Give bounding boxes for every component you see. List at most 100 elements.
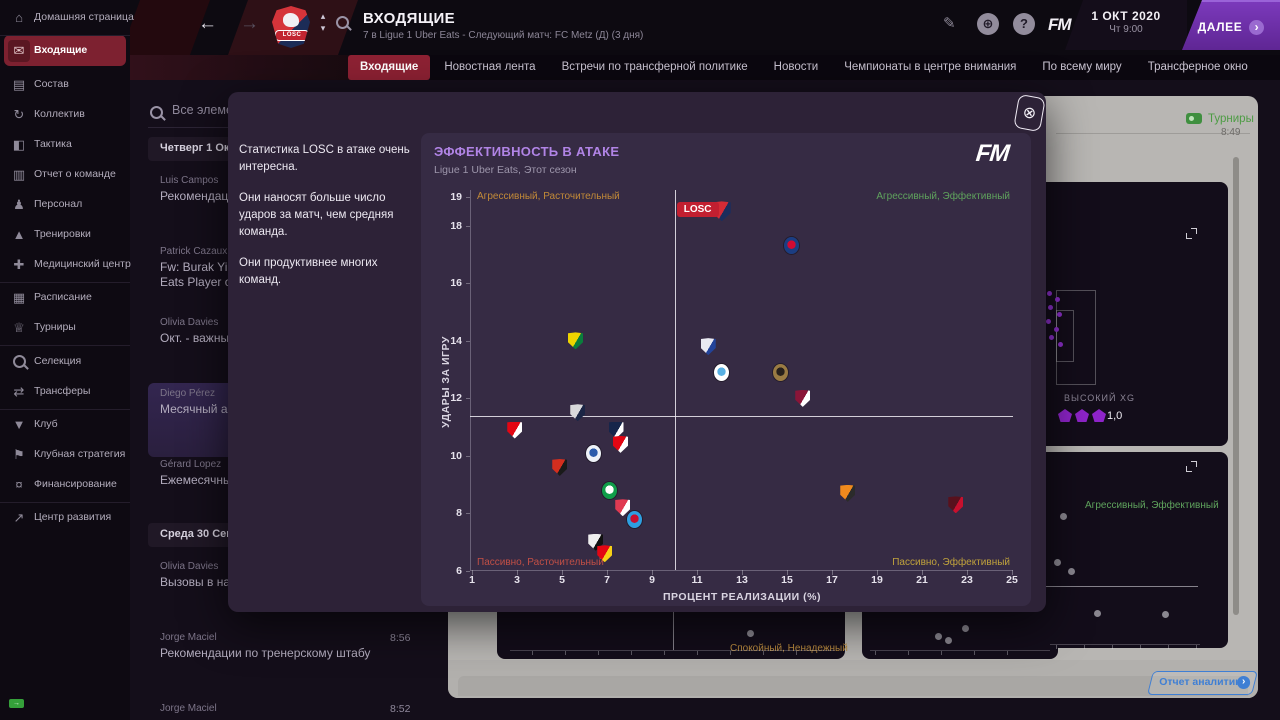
point-monaco[interactable] [613, 435, 628, 453]
axis-tick [974, 651, 975, 655]
xg-shot-dot [1054, 327, 1059, 332]
point-bordeaux[interactable] [608, 421, 624, 439]
inbox-list-item[interactable] [135, 696, 430, 720]
point-reims[interactable] [948, 496, 964, 514]
xg-star-icon [1075, 409, 1089, 422]
sidebar-item-competitions[interactable]: ♕ Турниры [0, 314, 130, 342]
point-paris-saint-germain[interactable] [784, 237, 799, 255]
axis-tick [631, 651, 632, 655]
point-nîmes[interactable] [570, 404, 586, 422]
tab-1[interactable]: Входящие [348, 55, 431, 80]
search-icon[interactable] [336, 16, 352, 31]
header: ← → LOSC ▴ ▾ ВХОДЯЩИЕ 7 в Ligue 1 Uber Ea… [119, 0, 1280, 55]
point-saint-étienne[interactable] [601, 481, 617, 499]
sidebar-item-training[interactable]: ▲ Тренировки [0, 221, 130, 249]
sidebar-item-label: Расписание [34, 291, 92, 303]
competitions-icon: ♕ [13, 320, 25, 335]
sidebar-item-squad[interactable]: ▤ Состав [0, 71, 130, 99]
inbox-list-item[interactable] [135, 625, 430, 696]
axis-tick [730, 651, 731, 655]
tab-7[interactable]: Трансферное окно [1147, 61, 1248, 73]
axis-tick [908, 651, 909, 655]
modal-analysis-text: Статистика LOSC в атаке очень интересна.… [239, 142, 411, 304]
edit-icon[interactable]: ✎ [943, 15, 956, 32]
analysis-paragraph: Статистика LOSC в атаке очень интересна. [239, 144, 410, 173]
tab-6[interactable]: По всему миру [1042, 61, 1122, 73]
finances-icon: ¤ [15, 477, 23, 492]
sidebar-item-tactics[interactable]: ◧ Тактика [0, 131, 130, 159]
continue-button[interactable]: ДАЛЕЕ › [1182, 0, 1280, 50]
point-strasbourg[interactable] [626, 510, 642, 528]
staff-icon: ♟ [13, 197, 25, 212]
tag-label: Турниры [1208, 112, 1254, 125]
point-lyon[interactable] [700, 338, 716, 356]
xg-shot-dot [1057, 312, 1062, 317]
chart-subtitle: Ligue 1 Uber Eats, Этот сезон [434, 164, 577, 176]
training-icon: ▲ [12, 227, 26, 242]
sidebar-item-finances[interactable]: ¤ Финансирование [0, 471, 130, 499]
xg-shot-dot [1047, 291, 1052, 296]
club-switch-chevrons[interactable]: ▴ ▾ [320, 11, 326, 33]
sidebar-item-label: Домашняя страница [34, 11, 134, 23]
inbox-search-icon[interactable] [150, 106, 166, 121]
email-header-divider [1056, 133, 1250, 134]
team-report-icon: ▥ [12, 167, 26, 182]
chart-title: ЭФФЕКТИВНОСТЬ В АТАКЕ [434, 144, 620, 159]
expand-icon[interactable] [1186, 228, 1197, 239]
page-title: ВХОДЯЩИЕ [363, 10, 456, 27]
sidebar-item-staff[interactable]: ♟ Персонал [0, 191, 130, 219]
world-icon[interactable]: ⊕ [977, 13, 999, 35]
tab-2[interactable]: Новостная лента [444, 61, 536, 73]
sidebar-item-scouting[interactable]: Селекция [0, 348, 130, 376]
sidebar-active-highlight [4, 35, 126, 66]
point-lens[interactable] [597, 545, 613, 563]
sidebar-item-home[interactable]: ⌂ Домашняя страница [0, 4, 134, 32]
axis-tick [763, 651, 764, 655]
point-lorient[interactable] [840, 484, 856, 502]
sidebar-item-inbox[interactable]: ✉ Входящие [0, 35, 130, 66]
mini-quadrant-label: Агрессивный, Эффективный [1085, 500, 1219, 511]
bottom-scatter-dot [962, 625, 969, 632]
transfers-icon: ⇄ [13, 384, 25, 399]
sidebar-item-medical[interactable]: ✚ Медицинский центр [0, 251, 131, 279]
point-brest[interactable] [507, 421, 523, 439]
point-metz[interactable] [795, 389, 811, 407]
point-montpellier[interactable] [586, 444, 601, 462]
sidebar-item-dynamics[interactable]: ↻ Коллектив [0, 101, 130, 129]
sidebar-item-development[interactable]: ↗ Центр развития [0, 504, 130, 532]
axis-tick [664, 651, 665, 655]
scrollbar-thumb[interactable] [1233, 157, 1239, 615]
club-badge-losc[interactable]: LOSC [272, 6, 310, 48]
point-nantes[interactable] [568, 332, 583, 350]
schedule-icon: ▦ [12, 290, 26, 305]
sidebar-separator [0, 409, 130, 410]
axis-tick [1196, 645, 1197, 649]
point-rennes[interactable] [552, 458, 568, 476]
sidebar-item-club-vision[interactable]: ⚑ Клубная стратегия [0, 441, 130, 469]
point-marseille[interactable] [714, 363, 730, 381]
sidebar-item-schedule[interactable]: ▦ Расписание [0, 284, 130, 312]
point-nice[interactable] [772, 363, 788, 381]
sidebar-item-club[interactable]: ▼ Клуб [0, 411, 130, 439]
competitions-tag[interactable]: Турниры [1186, 110, 1254, 128]
club-vision-icon: ⚑ [13, 447, 25, 462]
bottom-quadrant-label: Спокойный, Ненадежный [730, 643, 848, 654]
axis-tick [1140, 645, 1141, 649]
tab-4[interactable]: Новости [773, 61, 819, 73]
help-icon[interactable]: ? [1013, 13, 1035, 35]
analyst-report-button[interactable]: Отчет аналитика › [1147, 671, 1258, 695]
sidebar-item-transfers[interactable]: ⇄ Трансферы [0, 378, 130, 406]
xg-panel [1046, 182, 1228, 446]
expand-icon[interactable] [1186, 461, 1197, 472]
xg-caption: ВЫСОКИЙ XG [1064, 393, 1135, 403]
back-button[interactable]: ← [198, 13, 217, 34]
chevron-right-icon: › [1237, 676, 1251, 689]
tab-3[interactable]: Встречи по трансферной политике [561, 61, 748, 73]
sidebar-item-team-report[interactable]: ▥ Отчет о команде [0, 161, 130, 189]
tactics-icon: ◧ [12, 137, 26, 152]
tab-5[interactable]: Чемпионаты в центре внимания [844, 61, 1017, 73]
forward-button[interactable]: → [240, 13, 259, 34]
axis-tick [796, 651, 797, 655]
point-dijon[interactable] [615, 499, 631, 517]
sidebar-item-label: Медицинский центр [34, 258, 131, 270]
